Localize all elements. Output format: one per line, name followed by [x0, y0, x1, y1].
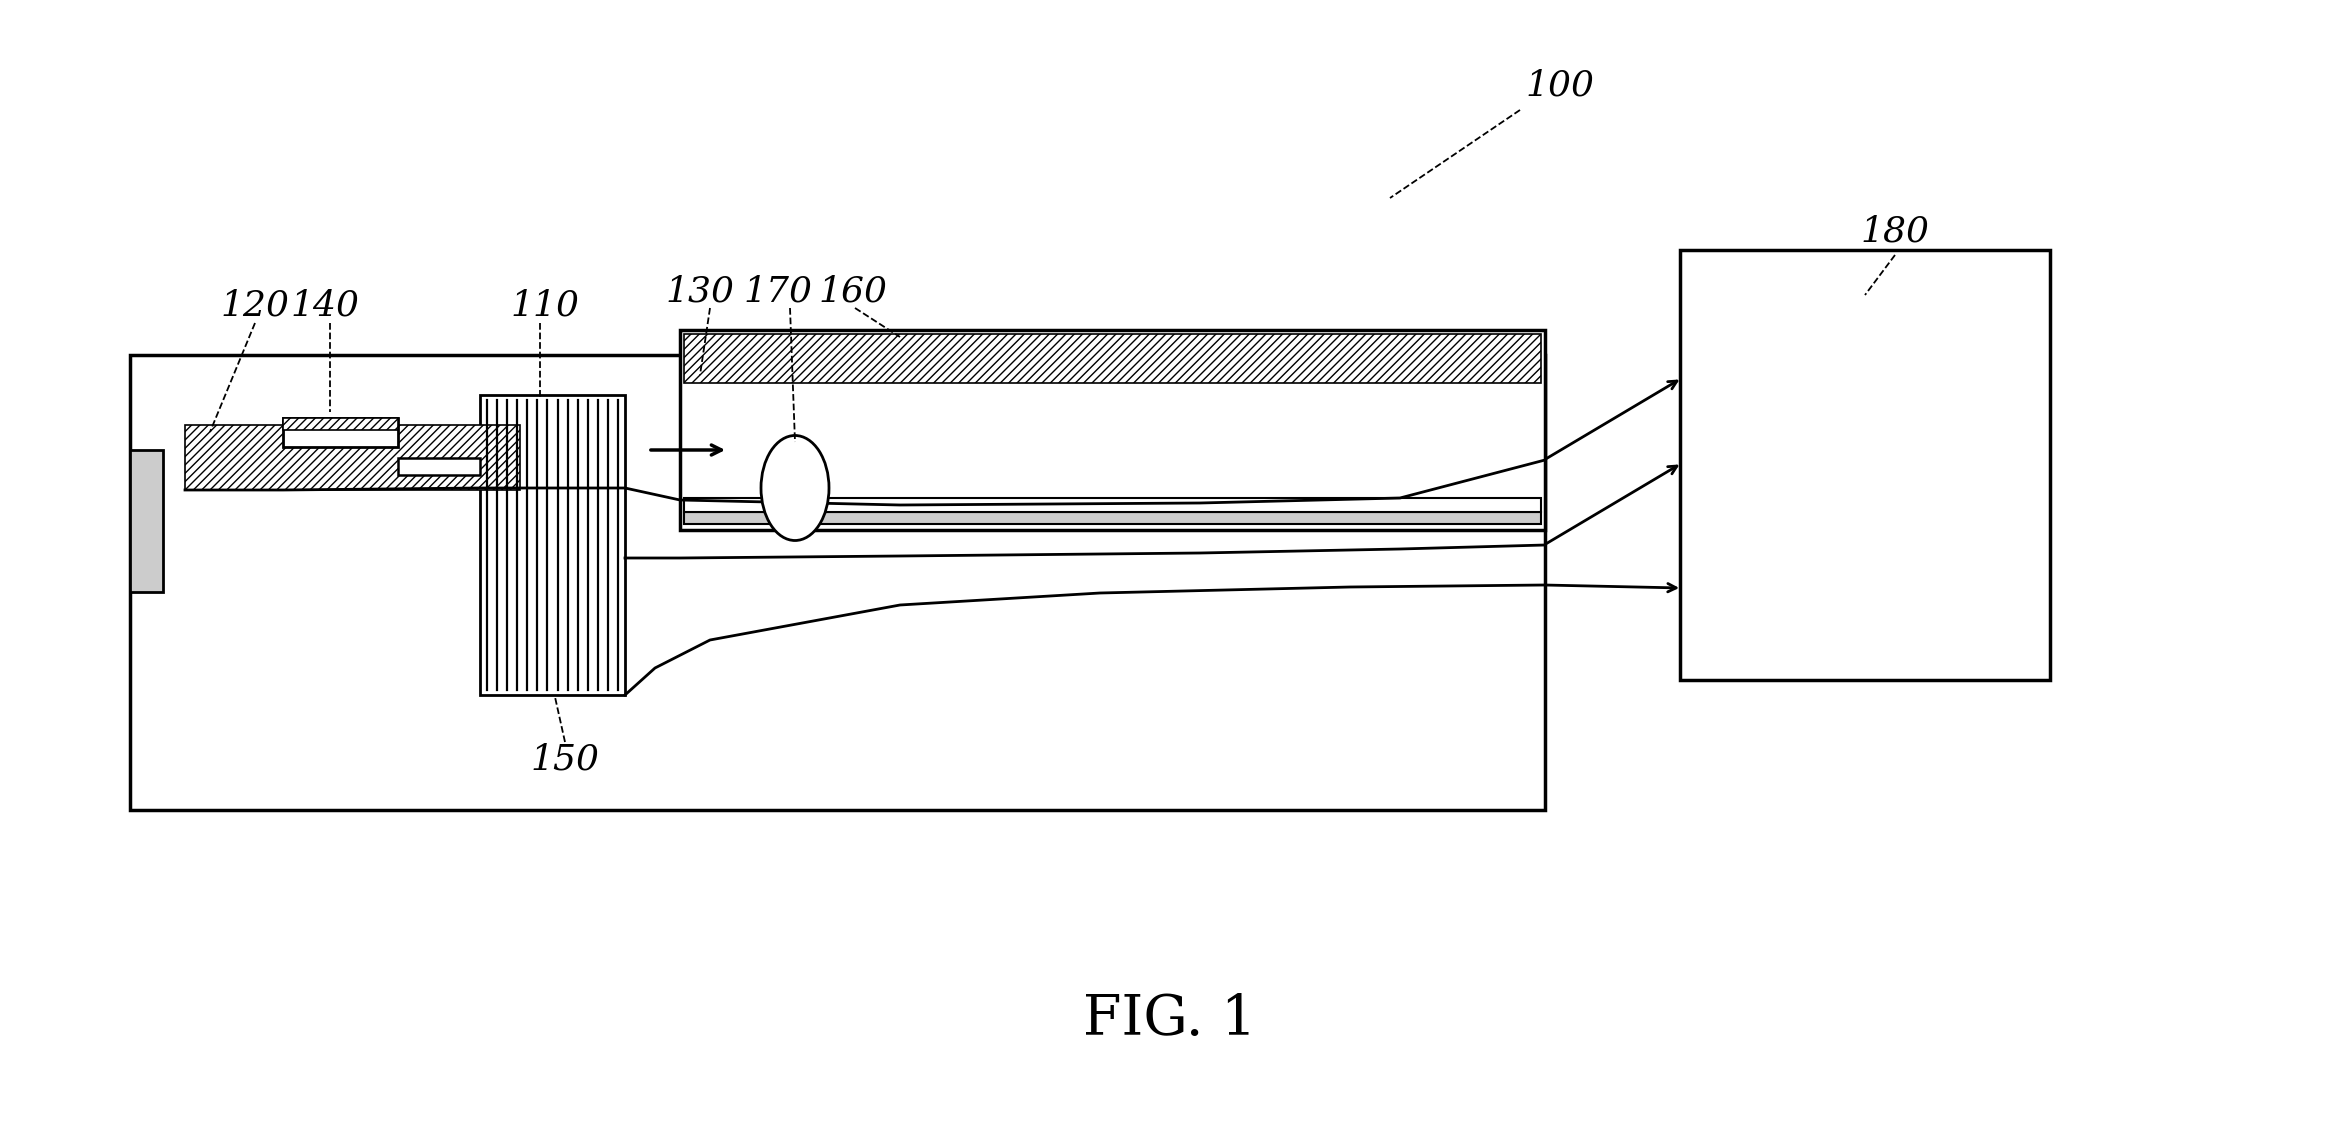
Bar [131, 355, 1545, 811]
Bar [684, 512, 1540, 524]
Bar [185, 425, 520, 490]
Ellipse shape [761, 435, 829, 540]
Bar [684, 498, 1540, 512]
Text: 110: 110 [510, 288, 581, 321]
Bar [398, 458, 480, 475]
Text: 130: 130 [665, 275, 735, 309]
Text: 170: 170 [744, 275, 812, 309]
Text: FIG. 1: FIG. 1 [1084, 993, 1257, 1048]
Bar [131, 450, 164, 592]
Text: 180: 180 [1861, 215, 1929, 249]
Text: 150: 150 [531, 743, 599, 777]
Text: 100: 100 [1526, 68, 1594, 101]
Bar [283, 418, 398, 430]
Bar [684, 334, 1540, 383]
Bar [480, 394, 625, 695]
Bar [283, 418, 398, 447]
Text: 140: 140 [290, 288, 361, 321]
Text: 120: 120 [220, 288, 290, 321]
Bar [1681, 250, 2051, 679]
Text: 160: 160 [819, 275, 887, 309]
Bar [679, 329, 1545, 530]
